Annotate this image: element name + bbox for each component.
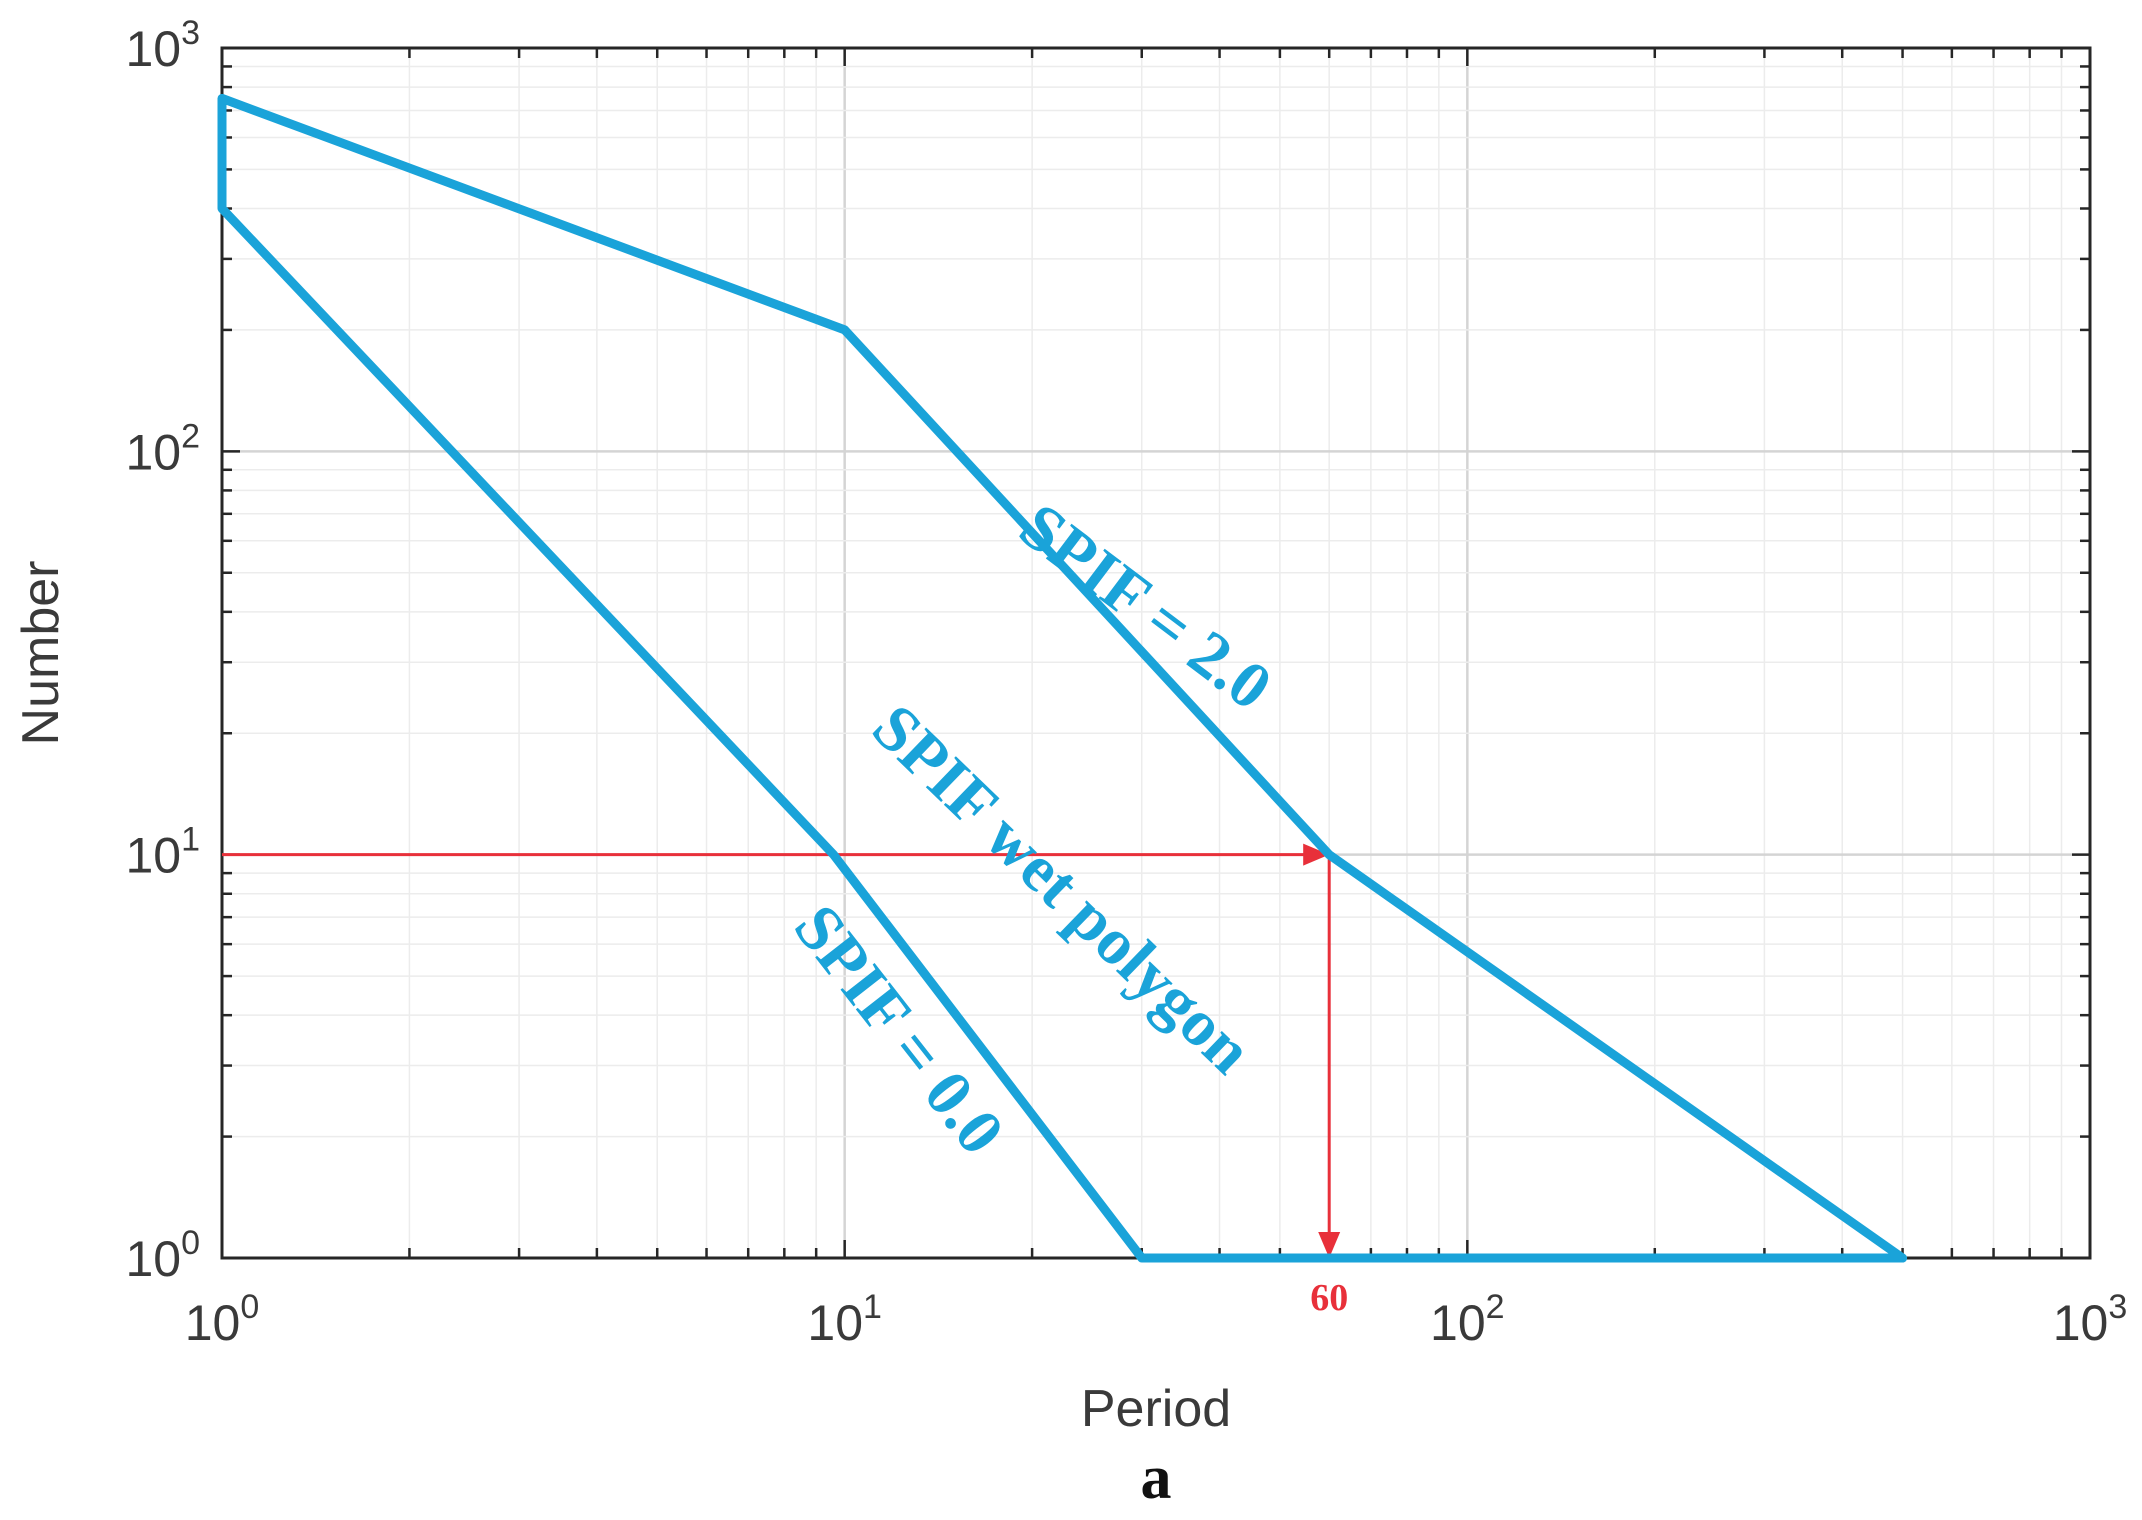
x-tick-labels: 100 101 102 103 <box>185 1288 2128 1351</box>
reference-lines: 60 <box>222 843 1348 1319</box>
y-tick-label: 100 <box>125 1224 200 1287</box>
y-axis-label: Number <box>12 561 70 746</box>
y-tick-label: 101 <box>125 821 200 884</box>
reference-arrow-down <box>1318 1232 1341 1258</box>
y-tick-label: 103 <box>125 14 200 77</box>
x-tick-label: 102 <box>1430 1288 1505 1351</box>
tick-marks <box>220 48 2090 1260</box>
x-axis-label: Period <box>1081 1380 1231 1438</box>
y-tick-label: 102 <box>125 417 200 480</box>
reference-arrow-right <box>1303 843 1330 866</box>
x-tick-label: 101 <box>807 1288 882 1351</box>
series-label: SPIF = 2.0 <box>1006 489 1284 724</box>
reference-x-value-label: 60 <box>1310 1277 1348 1319</box>
x-tick-label: 103 <box>2053 1288 2128 1351</box>
y-tick-labels: 100 101 102 103 <box>125 14 200 1287</box>
spif-polygon <box>217 93 1908 1263</box>
grid <box>220 48 2090 1260</box>
panel-label: a <box>1141 1444 1172 1512</box>
x-tick-label: 100 <box>185 1288 260 1351</box>
